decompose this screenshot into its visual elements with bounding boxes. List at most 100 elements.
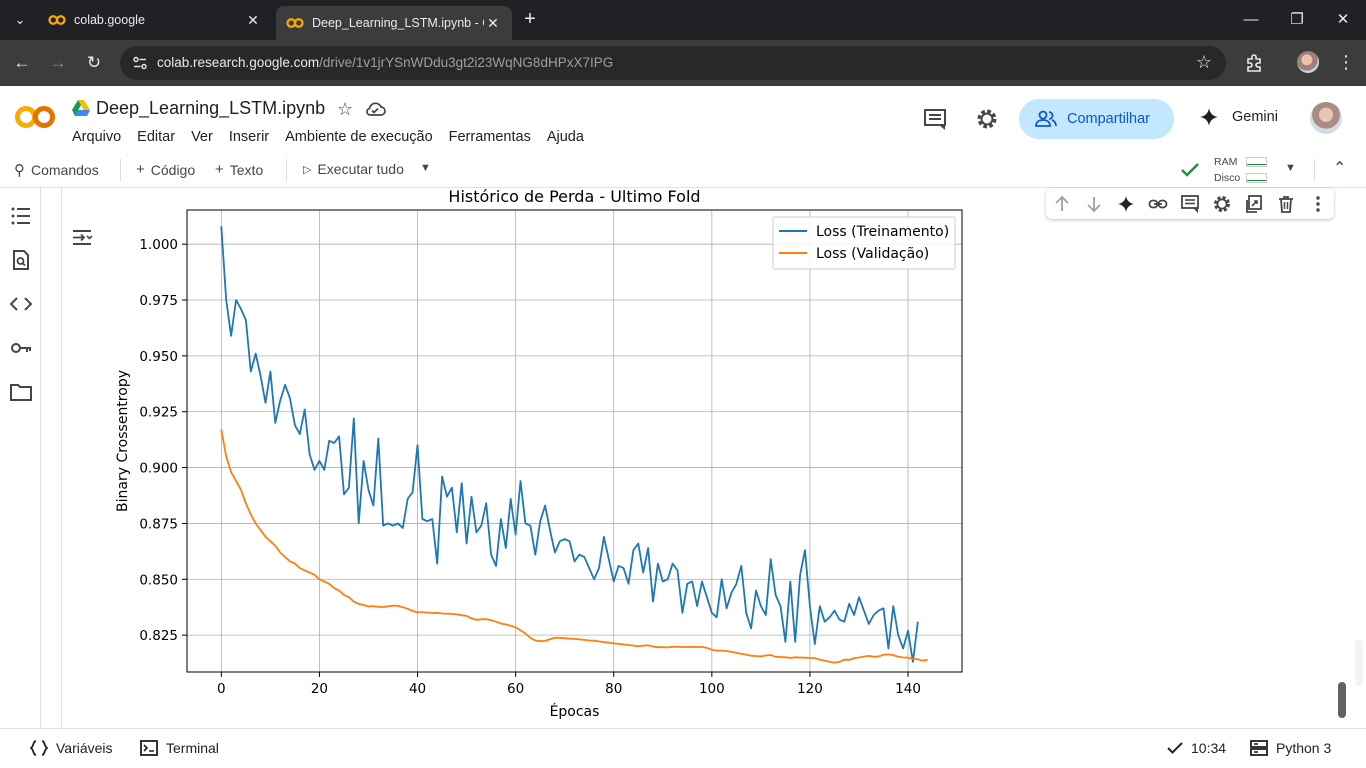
mirror-cell-icon[interactable] [1244,194,1264,214]
y-tick-label: 0.875 [139,516,178,532]
table-of-contents-icon[interactable] [10,205,32,227]
share-button[interactable]: Compartilhar [1019,99,1174,139]
notebook-toolbar: ⚲ Comandos + Código + Texto ▷ Executar t… [0,152,1366,188]
runtime-type-button[interactable]: Python 3 [1250,740,1331,756]
extensions-puzzle-icon[interactable] [1244,52,1266,74]
menu-ver[interactable]: Ver [191,129,213,145]
y-tick-label: 0.825 [139,628,178,644]
run-all-button[interactable]: ▷ Executar tudo [303,161,404,177]
browser-tab-notebook[interactable]: Deep_Learning_LSTM.ipynb - Co ✕ [276,6,512,40]
menu-ferramentas[interactable]: Ferramentas [448,129,531,145]
browser-tab-colab-google[interactable]: colab.google ✕ [38,4,272,36]
text-label: Texto [229,161,264,178]
tab-search-chevron-icon[interactable]: ⌄ [14,12,26,27]
run-all-dropdown-icon[interactable]: ▼ [420,162,431,174]
gemini-sparkle-icon [1200,108,1218,126]
colab-favicon-icon [286,18,304,28]
tab-title: colab.google [74,13,145,27]
menu-editar[interactable]: Editar [137,129,176,145]
reload-icon[interactable]: ↻ [86,53,102,72]
comment-icon[interactable] [1180,194,1200,214]
y-tick-label: 0.950 [139,349,178,365]
site-settings-icon[interactable] [132,55,148,71]
collapse-header-chevron-icon[interactable]: ⌃ [1333,160,1347,177]
toolbar-divider [286,159,287,181]
link-icon[interactable] [1148,194,1168,214]
restore-icon[interactable]: ❐ [1290,11,1304,28]
add-code-button[interactable]: + Código [136,161,195,178]
new-tab-plus-icon[interactable]: + [524,8,536,30]
commands-button[interactable]: ⚲ Comandos [14,161,99,179]
plus-icon: + [215,161,224,178]
execution-status[interactable]: 10:34 [1167,740,1226,756]
delete-cell-trash-icon[interactable] [1276,194,1296,214]
code-snippets-icon[interactable] [10,293,32,315]
more-options-dots-icon[interactable] [1308,194,1328,214]
browser-menu-dots-icon[interactable]: ⋮ [1337,52,1355,72]
menu-arquivo[interactable]: Arquivo [72,129,122,145]
colab-header: Deep_Learning_LSTM.ipynb ☆ Arquivo Edita… [0,86,1366,152]
tab-close-icon[interactable]: ✕ [487,14,499,31]
y-tick-label: 0.925 [139,405,178,421]
disk-label: Disco [1214,172,1241,184]
ram-disk-indicator[interactable]: RAM Disco [1180,154,1270,186]
url-path: /drive/1v1jrYSnWDdu3gt2i23WqNG8dHPxX7IPG [319,55,614,70]
series-line-val [220,429,928,664]
gemini-button[interactable]: Gemini [1200,108,1278,126]
cell-settings-gear-icon[interactable] [1212,194,1232,214]
variables-label: Variáveis [56,740,113,756]
x-tick-label: 20 [311,681,328,697]
star-notebook-icon[interactable]: ☆ [337,99,354,119]
settings-gear-icon[interactable] [975,107,999,131]
move-cell-down-icon[interactable] [1084,194,1104,214]
secrets-key-icon[interactable] [10,337,32,359]
x-tick-label: 80 [605,681,622,697]
find-replace-icon[interactable] [10,249,32,271]
search-icon: ⚲ [14,162,25,179]
toolbar-divider [120,159,121,181]
browser-profile-avatar[interactable] [1297,51,1319,73]
legend-label-train: Loss (Treinamento) [816,224,949,240]
variables-button[interactable]: Variáveis [30,740,113,756]
legend-box [772,216,956,270]
share-label: Compartilhar [1067,111,1150,127]
toolbar-divider [1314,159,1315,181]
y-tick-label: 0.975 [139,293,178,309]
user-avatar[interactable] [1310,102,1342,134]
x-tick-label: 140 [895,681,921,697]
files-folder-icon[interactable] [10,381,32,403]
comments-icon[interactable] [923,107,947,131]
minimize-icon[interactable]: — [1243,11,1259,28]
back-arrow-icon[interactable]: ← [13,53,31,72]
window-close-icon[interactable]: ✕ [1336,11,1350,28]
left-sidebar [0,188,41,728]
notebook-scrollbar[interactable] [1351,188,1366,728]
url-domain: colab.research.google.com [157,55,320,70]
notebook-title[interactable]: Deep_Learning_LSTM.ipynb [96,98,326,118]
move-cell-up-icon[interactable] [1052,194,1072,214]
output-actions-icon[interactable] [72,228,94,248]
bookmark-star-icon[interactable]: ☆ [1195,52,1212,72]
scrollbar-thumb[interactable] [1338,682,1346,718]
terminal-button[interactable]: Terminal [140,740,219,756]
chart-title: Histórico de Perda - Ultimo Fold [448,188,700,206]
google-drive-icon[interactable] [72,100,90,116]
gemini-sparkle-icon[interactable] [1116,194,1136,214]
forward-arrow-icon[interactable]: → [49,53,67,72]
tab-close-icon[interactable]: ✕ [247,11,259,28]
add-text-button[interactable]: + Texto [215,161,263,178]
runtime-dropdown-icon[interactable]: ▼ [1285,162,1296,174]
menu-inserir[interactable]: Inserir [228,129,270,145]
cloud-saved-icon[interactable] [364,99,386,119]
y-axis-label: Binary Crossentropy [115,370,131,512]
colab-logo-icon[interactable] [14,104,56,130]
address-bar[interactable]: colab.research.google.com/drive/1v1jrYSn… [120,46,1226,80]
cell-gutter-line [61,188,62,728]
menu-ajuda[interactable]: Ajuda [546,129,584,145]
menu-ambiente[interactable]: Ambiente de execução [285,129,433,145]
execution-check-icon [1167,742,1183,754]
scrollbar-track-highlight [1355,640,1363,686]
disk-usage-bar [1246,173,1267,183]
ram-usage-bar [1246,157,1267,167]
x-tick-label: 40 [409,681,426,697]
